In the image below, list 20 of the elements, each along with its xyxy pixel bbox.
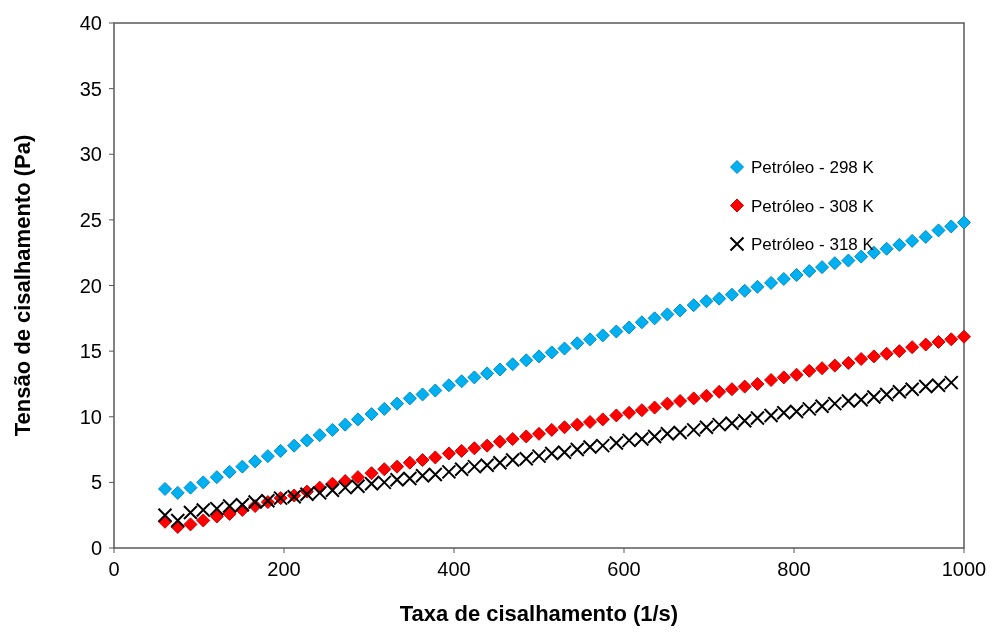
y-tick-label: 35: [79, 77, 102, 100]
y-tick-label: 10: [79, 405, 102, 428]
legend-label: Petróleo - 318 K: [751, 235, 875, 254]
y-tick-label: 25: [79, 208, 102, 231]
y-tick-label: 5: [90, 471, 102, 494]
x-tick-label: 600: [607, 558, 641, 580]
y-tick-label: 40: [79, 12, 102, 34]
legend-label: Petróleo - 308 K: [751, 196, 875, 216]
x-axis-title: Taxa de cisalhamento (1/s): [399, 601, 679, 626]
y-axis-title: Tensão de cisalhamento (Pa): [10, 134, 35, 437]
y-tick-label: 20: [79, 274, 102, 297]
x-tick-label: 0: [108, 558, 120, 580]
legend-label: Petróleo - 298 K: [751, 158, 875, 177]
x-tick-label: 200: [267, 558, 301, 580]
y-tick-label: 15: [79, 340, 102, 363]
x-tick-label: 1000: [941, 558, 987, 580]
x-tick-label: 800: [777, 558, 811, 580]
y-tick-label: 30: [79, 143, 102, 166]
x-tick-label: 400: [437, 558, 471, 580]
y-tick-label: 0: [90, 537, 102, 559]
